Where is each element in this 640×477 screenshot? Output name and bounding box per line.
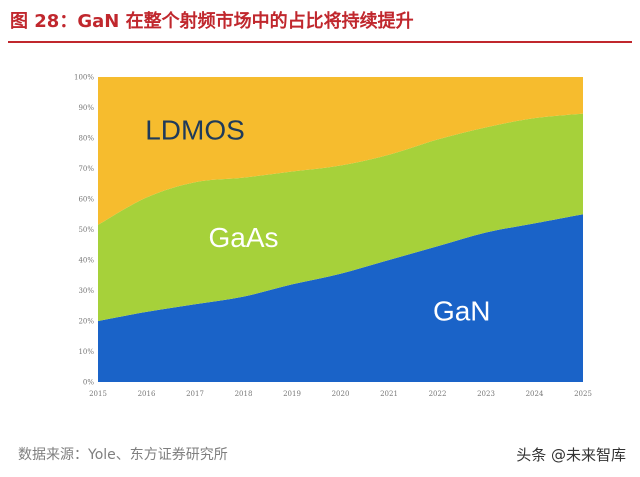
y-tick-label: 100% [74,74,94,82]
series-label-gaas: GaAs [208,222,278,253]
x-tick-label: 2017 [186,390,204,398]
stacked-area-chart: 0% 10% 20% 30% 40% 50% 60% 70% 80% 90% 100% 2015 20… [74,74,592,399]
x-tick-label: 2015 [89,390,107,398]
x-tick-label: 2020 [332,390,350,398]
x-tick-label: 2025 [574,390,592,398]
watermark: 头条 @未来智库 [516,446,626,464]
x-tick-label: 2022 [429,390,447,398]
y-tick-label: 40% [78,257,94,265]
x-tick-label: 2024 [526,390,544,398]
source-note: 数据来源：Yole、东方证券研究所 [18,447,228,463]
area-gaas [98,113,583,321]
y-tick-label: 90% [78,104,94,112]
x-tick-label: 2021 [380,390,398,398]
y-tick-label: 10% [78,348,94,356]
series-label-gan: GaN [433,296,491,327]
x-tick-label: 2018 [235,390,253,398]
y-tick-label: 20% [78,318,94,326]
y-tick-label: 0% [83,379,94,387]
x-tick-label: 2016 [138,390,156,398]
figure-title: 图 28：GaN 在整个射频市场中的占比将持续提升 [10,11,414,32]
y-tick-label: 50% [78,226,94,234]
area-ldmos [98,77,583,225]
area-gan [98,214,583,382]
series-label-ldmos: LDMOS [145,115,245,146]
x-tick-label: 2023 [477,390,495,398]
x-tick-label: 2019 [283,390,301,398]
y-tick-label: 70% [78,165,94,173]
y-tick-label: 60% [78,196,94,204]
y-tick-label: 80% [78,135,94,143]
title-divider [8,41,632,43]
y-tick-label: 30% [78,287,94,295]
